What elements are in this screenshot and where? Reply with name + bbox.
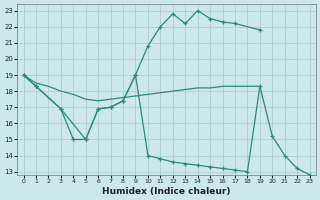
X-axis label: Humidex (Indice chaleur): Humidex (Indice chaleur) xyxy=(102,187,231,196)
